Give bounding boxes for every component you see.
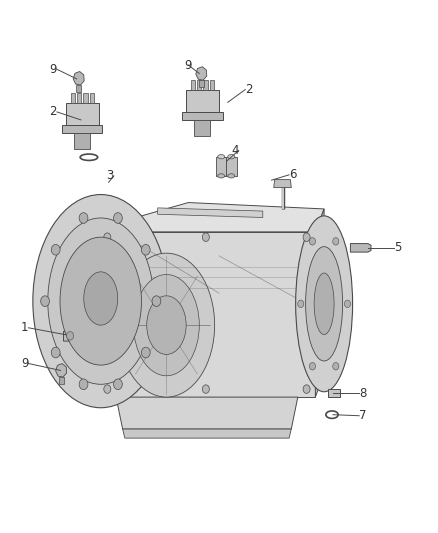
Polygon shape	[99, 203, 324, 232]
Polygon shape	[196, 67, 207, 80]
Circle shape	[309, 362, 315, 370]
Ellipse shape	[228, 174, 235, 178]
Circle shape	[41, 296, 49, 306]
Polygon shape	[73, 71, 84, 85]
Circle shape	[202, 385, 209, 393]
Ellipse shape	[218, 155, 225, 159]
Circle shape	[51, 245, 60, 255]
Polygon shape	[116, 397, 298, 429]
Bar	[328, 389, 340, 397]
Polygon shape	[64, 332, 99, 345]
Polygon shape	[315, 209, 324, 397]
Bar	[210, 80, 214, 90]
Circle shape	[104, 233, 111, 241]
Polygon shape	[66, 103, 99, 125]
Polygon shape	[56, 364, 67, 377]
Circle shape	[79, 379, 88, 390]
Ellipse shape	[84, 272, 118, 325]
Circle shape	[113, 379, 122, 390]
Ellipse shape	[134, 274, 199, 376]
Circle shape	[303, 233, 310, 241]
Polygon shape	[74, 133, 90, 149]
Text: 2: 2	[245, 83, 253, 96]
Polygon shape	[194, 120, 210, 136]
Polygon shape	[350, 244, 371, 252]
Text: 3: 3	[106, 169, 114, 182]
Circle shape	[67, 332, 74, 340]
Ellipse shape	[118, 253, 215, 397]
Text: 9: 9	[49, 63, 57, 76]
Text: 1: 1	[21, 321, 28, 334]
Bar	[77, 93, 81, 103]
Circle shape	[51, 347, 60, 358]
Circle shape	[333, 362, 339, 370]
Circle shape	[152, 296, 161, 306]
Polygon shape	[274, 180, 291, 188]
Circle shape	[303, 385, 310, 393]
Polygon shape	[123, 429, 291, 438]
Circle shape	[79, 213, 88, 223]
Circle shape	[298, 300, 304, 308]
Bar	[203, 80, 208, 90]
Text: 7: 7	[359, 409, 367, 422]
Circle shape	[309, 238, 315, 245]
Text: 9: 9	[184, 59, 192, 71]
Text: 4: 4	[231, 144, 239, 157]
Polygon shape	[182, 112, 223, 120]
Bar	[71, 93, 75, 103]
Polygon shape	[186, 90, 219, 112]
Circle shape	[141, 347, 150, 358]
Ellipse shape	[147, 296, 186, 354]
Ellipse shape	[296, 216, 353, 392]
Bar	[197, 80, 201, 90]
Bar	[90, 93, 94, 103]
Bar	[191, 80, 195, 90]
Text: 5: 5	[394, 241, 402, 254]
Ellipse shape	[48, 218, 154, 384]
Polygon shape	[216, 157, 226, 176]
Ellipse shape	[218, 174, 225, 178]
Bar	[76, 85, 81, 92]
Circle shape	[104, 385, 111, 393]
Ellipse shape	[60, 237, 141, 365]
Polygon shape	[226, 157, 237, 176]
Bar	[83, 93, 88, 103]
Circle shape	[202, 233, 209, 241]
Bar	[59, 377, 64, 384]
Polygon shape	[158, 208, 263, 217]
Text: 2: 2	[49, 106, 57, 118]
Circle shape	[333, 238, 339, 245]
Polygon shape	[99, 232, 315, 397]
Circle shape	[344, 300, 350, 308]
Text: 9: 9	[21, 357, 28, 370]
Bar	[199, 80, 204, 87]
Circle shape	[113, 213, 122, 223]
Text: 6: 6	[289, 168, 297, 181]
Text: 8: 8	[359, 387, 367, 400]
Ellipse shape	[33, 195, 169, 408]
Polygon shape	[62, 125, 102, 133]
Ellipse shape	[228, 155, 235, 159]
Ellipse shape	[314, 273, 334, 335]
Ellipse shape	[306, 247, 343, 361]
Circle shape	[141, 245, 150, 255]
